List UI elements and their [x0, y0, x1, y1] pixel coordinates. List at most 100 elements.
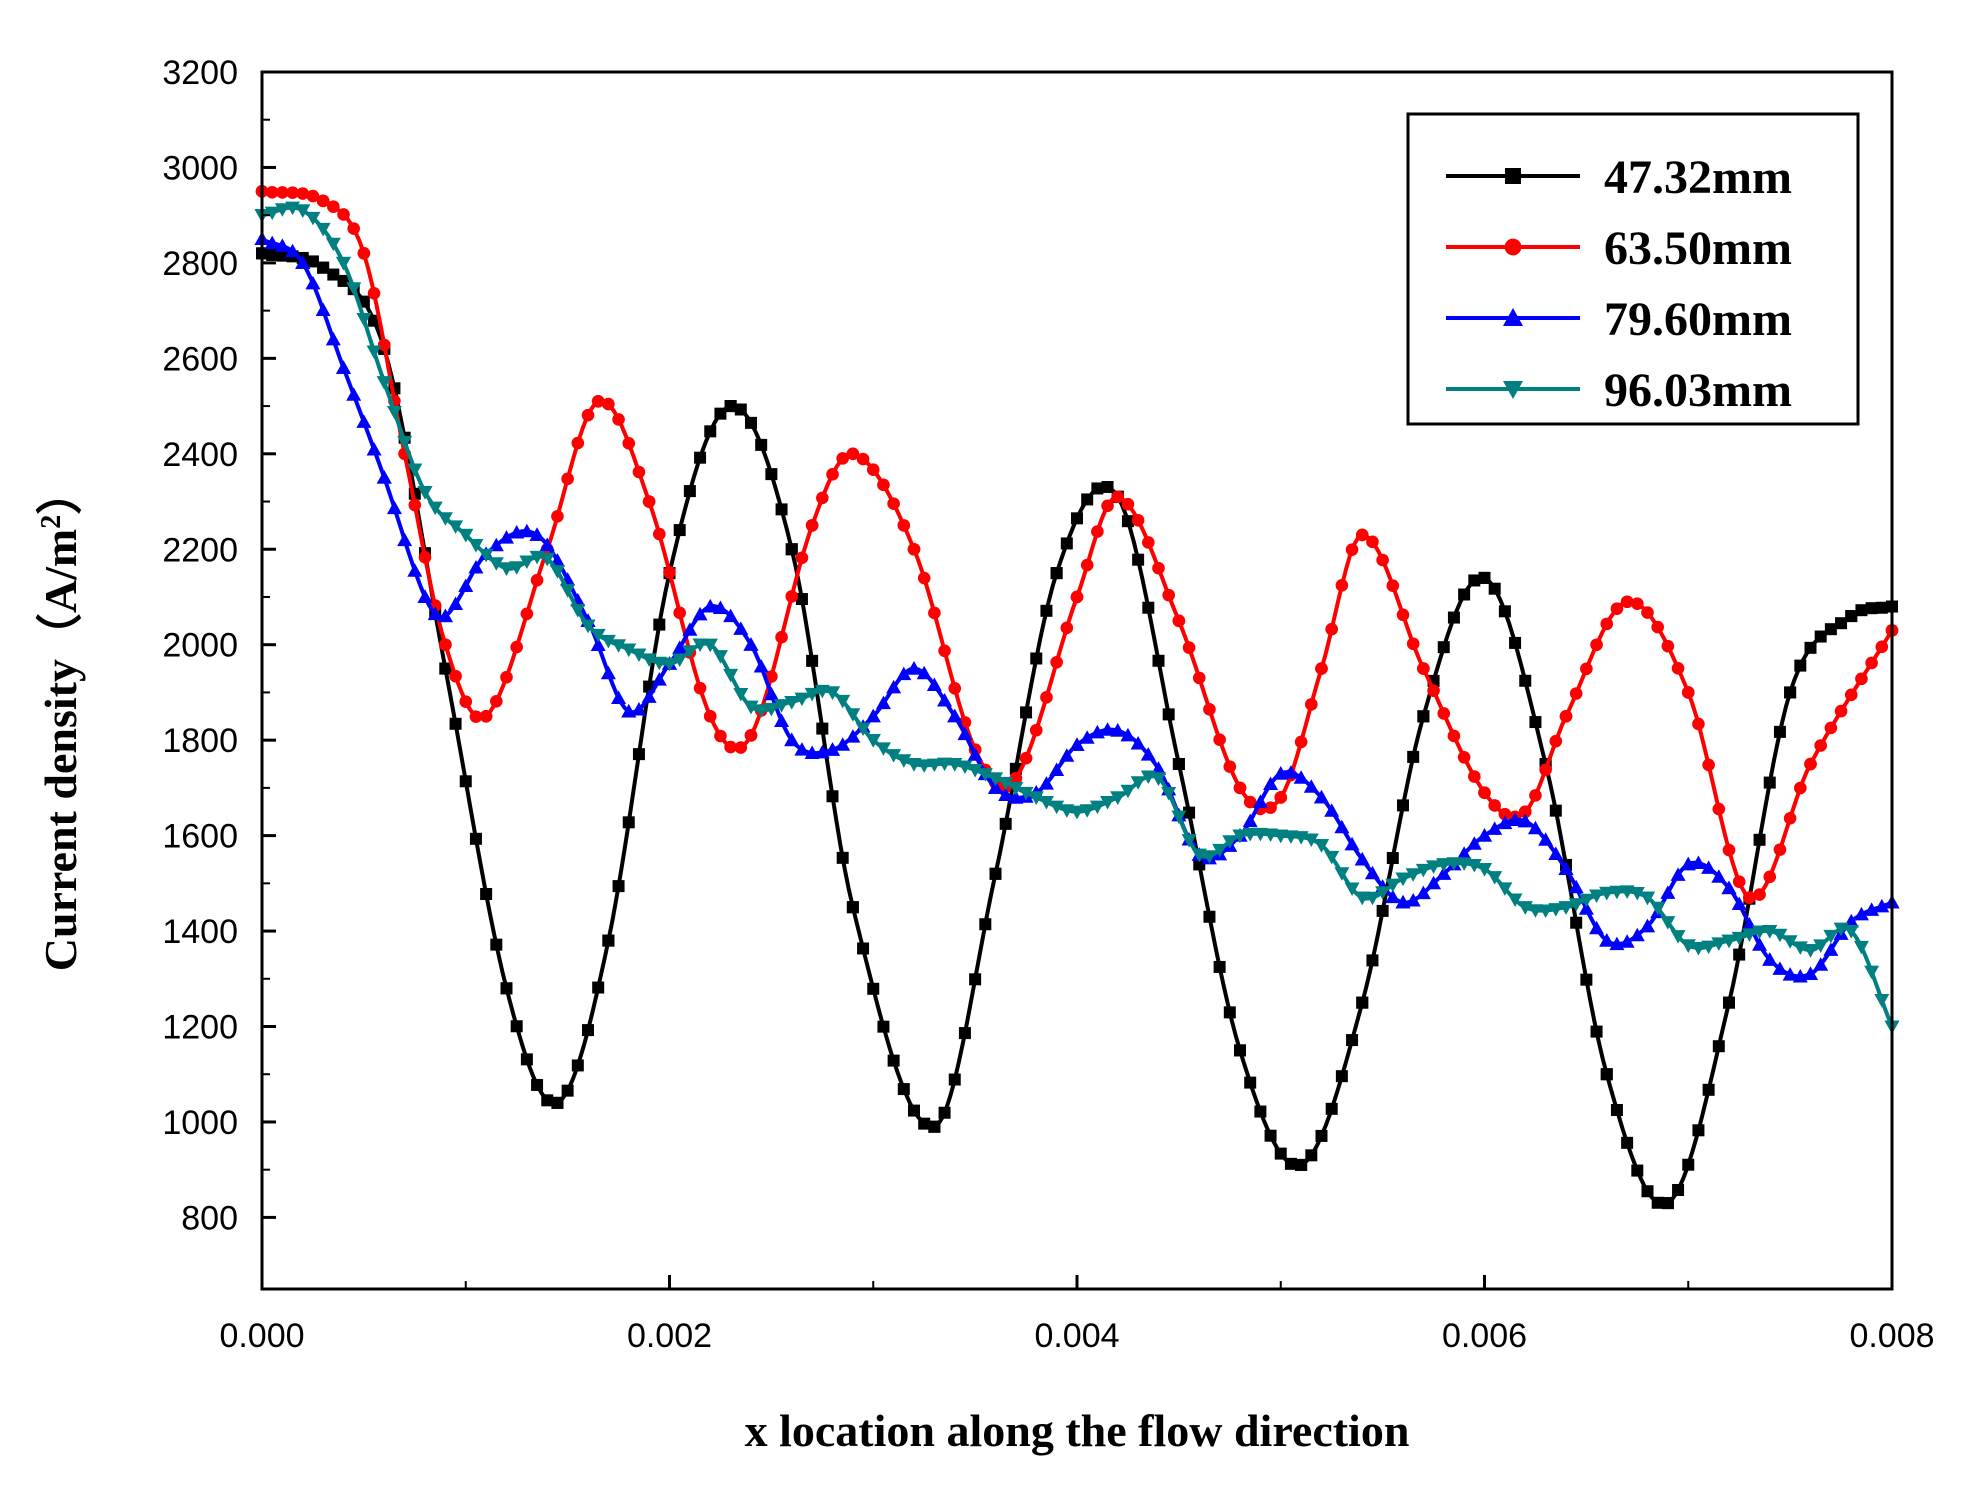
data-point	[805, 519, 819, 532]
data-marker	[826, 468, 839, 481]
data-marker	[1130, 735, 1146, 750]
data-point	[1436, 866, 1452, 880]
legend-label-63.50mm: 63.50mm	[1604, 222, 1792, 275]
data-point	[439, 662, 452, 675]
data-marker	[1415, 885, 1431, 900]
data-marker	[1060, 537, 1073, 550]
data-marker	[1080, 558, 1094, 572]
data-marker	[998, 787, 1014, 802]
data-marker	[887, 497, 900, 510]
data-point	[1517, 901, 1533, 915]
y-tick-label: 2000	[162, 627, 238, 665]
data-marker	[855, 722, 871, 737]
data-point	[784, 732, 800, 747]
data-marker	[551, 510, 564, 523]
data-marker	[1193, 858, 1206, 871]
data-marker	[1334, 819, 1350, 834]
data-marker	[520, 607, 534, 621]
data-marker	[1038, 796, 1054, 810]
data-marker	[274, 203, 290, 217]
data-marker	[386, 405, 402, 420]
data-marker	[1498, 807, 1512, 821]
data-marker	[794, 692, 810, 707]
data-marker	[611, 639, 627, 653]
data-point	[500, 982, 513, 995]
data-marker	[448, 596, 464, 611]
data-marker	[948, 1073, 961, 1086]
data-point	[907, 542, 921, 556]
data-point	[357, 247, 371, 260]
data-marker	[1161, 786, 1177, 801]
data-marker	[1660, 916, 1676, 930]
data-marker	[1529, 789, 1542, 802]
data-marker	[804, 687, 820, 702]
data-point	[1721, 934, 1737, 949]
data-point	[744, 729, 758, 742]
data-point	[376, 470, 392, 484]
data-marker	[1670, 930, 1686, 944]
data-marker	[1040, 604, 1053, 617]
data-marker	[1079, 804, 1095, 818]
data-marker	[1670, 867, 1686, 881]
y-tick-label: 1600	[162, 818, 238, 856]
data-marker	[1397, 799, 1409, 812]
data-marker	[896, 666, 912, 681]
svg-text:Current density（A/m2）: Current density（A/m2）	[35, 469, 86, 972]
data-marker	[1121, 497, 1135, 511]
data-marker	[1050, 655, 1063, 669]
data-marker	[1213, 960, 1226, 973]
data-marker	[469, 832, 482, 845]
data-marker	[407, 463, 423, 477]
data-marker	[305, 211, 321, 226]
data-marker	[1264, 801, 1277, 814]
data-marker	[723, 608, 739, 623]
data-marker	[1364, 865, 1380, 880]
data-point	[784, 695, 800, 710]
data-marker	[571, 1059, 584, 1072]
data-marker	[549, 565, 565, 579]
data-marker	[999, 817, 1012, 830]
data-marker	[1030, 652, 1043, 665]
data-marker	[926, 758, 942, 773]
data-point	[1518, 805, 1532, 819]
data-marker	[1243, 795, 1257, 809]
data-marker	[1446, 857, 1462, 871]
data-marker	[1376, 553, 1389, 567]
data-marker	[1020, 706, 1033, 719]
data-point	[1070, 590, 1084, 604]
data-marker	[1548, 903, 1564, 917]
data-marker	[1324, 850, 1340, 865]
data-marker	[1223, 760, 1237, 773]
data-marker	[886, 679, 902, 694]
data-marker	[590, 628, 606, 643]
data-marker	[1619, 934, 1635, 948]
data-marker	[1254, 1105, 1267, 1118]
data-marker	[1162, 588, 1175, 602]
data-point	[1233, 781, 1247, 795]
data-marker	[1529, 716, 1542, 729]
data-marker	[745, 416, 757, 429]
data-point	[1845, 610, 1858, 623]
data-marker	[753, 659, 769, 673]
data-marker	[356, 312, 372, 327]
data-marker	[1415, 863, 1431, 878]
data-point	[947, 708, 963, 723]
data-marker	[1855, 604, 1868, 617]
data-marker	[753, 704, 769, 718]
data-marker	[1853, 906, 1869, 921]
data-marker	[1629, 927, 1645, 942]
data-marker	[1772, 928, 1788, 943]
data-marker	[488, 557, 504, 571]
data-point	[1069, 737, 1085, 751]
data-point	[1172, 614, 1186, 628]
data-marker	[926, 677, 942, 691]
data-point	[1803, 966, 1818, 981]
data-marker	[806, 654, 819, 667]
data-marker	[1183, 806, 1196, 819]
data-marker	[1366, 535, 1379, 549]
data-marker	[337, 208, 350, 221]
data-marker	[459, 775, 472, 788]
data-marker	[1305, 1149, 1318, 1162]
data-point	[1680, 856, 1696, 871]
data-marker	[877, 1020, 890, 1033]
